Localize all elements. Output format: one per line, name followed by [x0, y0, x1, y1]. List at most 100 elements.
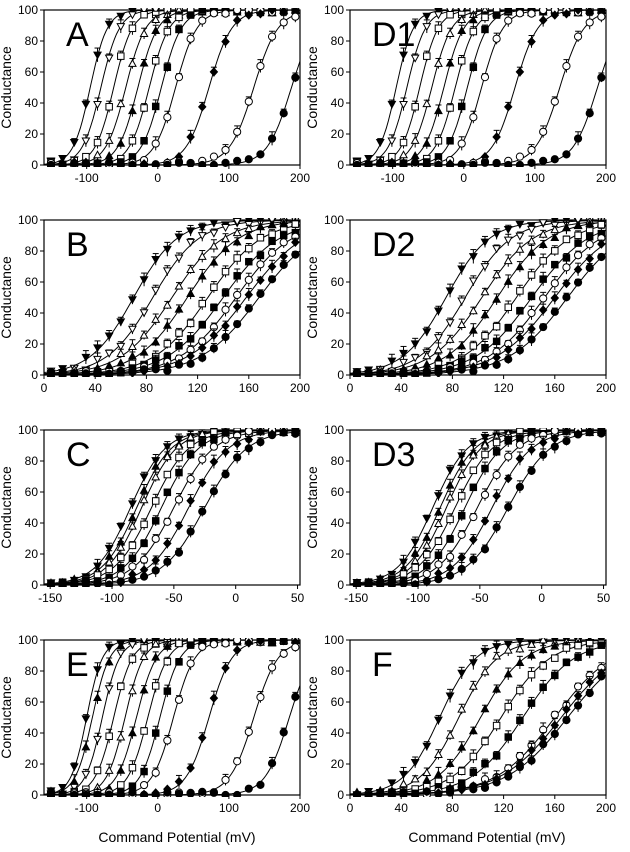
data-point: [433, 353, 443, 362]
data-point: [139, 485, 149, 494]
data-point: [198, 299, 206, 308]
y-axis-title: Conductance: [304, 46, 320, 129]
data-point: [163, 657, 172, 666]
data-point: [291, 250, 300, 259]
data-point: [457, 704, 467, 713]
data-point: [481, 464, 489, 473]
data-point: [117, 682, 125, 691]
y-tick-label: 0: [31, 578, 38, 592]
data-point: [562, 235, 571, 244]
data-point: [163, 63, 172, 72]
panel-c: 0 20 40 60 80 100 -150 -100 -50 0 50 Conductance C: [0, 423, 305, 605]
data-point: [562, 61, 571, 71]
data-point: [151, 25, 161, 34]
data-point: [515, 751, 524, 761]
data-point: [516, 287, 524, 295]
panel-label: E: [66, 646, 89, 684]
data-point: [197, 271, 207, 280]
x-tick-label: 0: [460, 171, 467, 185]
data-point: [422, 577, 431, 586]
data-point: [573, 430, 583, 439]
data-point: [151, 461, 161, 470]
data-point: [538, 645, 548, 654]
data-point: [422, 12, 432, 21]
data-point: [163, 687, 172, 695]
data-point: [573, 691, 583, 701]
data-point: [186, 659, 195, 668]
data-point: [69, 763, 79, 772]
x-tick-label: 0: [154, 801, 161, 815]
data-point: [151, 517, 160, 525]
panel-label: D3: [372, 436, 415, 474]
y-tick-label: 0: [337, 578, 344, 592]
y-tick-label: 0: [337, 158, 344, 172]
data-point: [291, 220, 300, 228]
data-point: [70, 580, 79, 587]
data-point: [151, 15, 161, 24]
x-axis-title-left: Command Potential (mV): [98, 829, 255, 845]
data-point: [480, 440, 490, 449]
data-point: [162, 452, 172, 461]
data-point: [151, 652, 161, 661]
panel-label: F: [372, 646, 393, 684]
data-point: [139, 276, 149, 285]
data-point: [597, 239, 606, 249]
data-point: [410, 340, 420, 349]
data-point: [457, 15, 467, 24]
data-point: [221, 435, 230, 444]
data-point: [209, 229, 219, 238]
x-tick-label: 0: [232, 591, 239, 605]
data-point: [127, 11, 137, 20]
data-point: [433, 507, 443, 516]
data-point: [504, 452, 513, 461]
data-point: [174, 281, 184, 290]
data-point: [140, 104, 148, 112]
data-point: [151, 286, 161, 295]
y-tick-label: 100: [324, 633, 344, 647]
y-tick-label: 60: [331, 485, 345, 499]
data-point: [127, 513, 137, 522]
fit-curve: [350, 252, 606, 376]
data-point: [104, 332, 114, 341]
data-point: [93, 100, 102, 109]
data-point: [527, 670, 536, 679]
data-point: [174, 304, 184, 313]
x-tick-label: 40: [89, 381, 103, 395]
data-point: [399, 570, 408, 578]
data-point: [279, 238, 288, 247]
data-point: [221, 790, 230, 797]
data-point: [139, 309, 149, 318]
data-point: [539, 127, 548, 136]
data-point: [492, 360, 501, 369]
panel-label: A: [66, 16, 89, 54]
y-tick-label: 40: [25, 96, 39, 110]
panel-d2: 0 20 40 60 80 100 0 40 80 120 160 200 Conductance D2: [304, 213, 616, 395]
fit-curve: [44, 250, 300, 376]
panel-label: B: [66, 226, 89, 264]
data-point: [58, 154, 68, 163]
data-point: [515, 67, 525, 77]
x-tick-label: -50: [165, 591, 183, 605]
data-point: [364, 160, 373, 167]
data-point: [70, 369, 79, 377]
fit-curve: [350, 668, 606, 796]
data-point: [221, 775, 230, 784]
data-point: [503, 276, 513, 285]
data-point: [515, 346, 524, 355]
data-point: [279, 428, 288, 437]
data-point: [434, 8, 443, 16]
data-point: [104, 765, 114, 774]
data-point: [527, 145, 536, 155]
data-point: [480, 783, 490, 792]
data-point: [504, 324, 512, 332]
data-point: [527, 247, 536, 256]
data-point: [446, 775, 454, 784]
data-point: [105, 565, 113, 574]
y-tick-label: 20: [331, 337, 345, 351]
data-point: [140, 137, 148, 145]
data-point: [163, 340, 172, 348]
data-point: [244, 289, 254, 300]
data-point: [279, 638, 288, 646]
data-point: [515, 244, 525, 253]
